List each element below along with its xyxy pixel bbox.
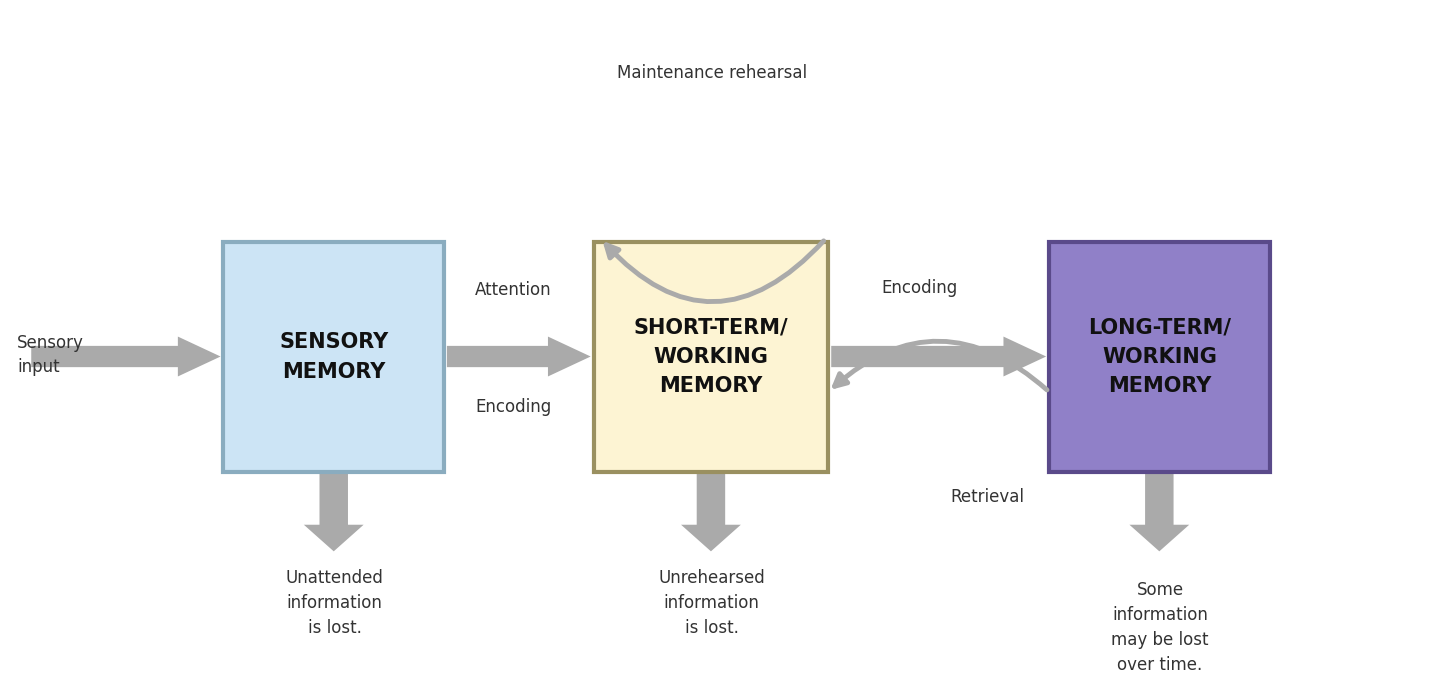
FancyBboxPatch shape [593,242,829,471]
Polygon shape [447,337,590,376]
Text: LONG-TERM/
WORKING
MEMORY: LONG-TERM/ WORKING MEMORY [1087,317,1230,396]
Text: Some
information
may be lost
over time.: Some information may be lost over time. [1112,582,1209,675]
Text: Unrehearsed
information
is lost.: Unrehearsed information is lost. [659,569,765,637]
Polygon shape [304,471,363,551]
Text: Attention: Attention [476,280,552,298]
Polygon shape [31,337,220,376]
Text: Encoding: Encoding [476,398,552,416]
Text: Encoding: Encoding [882,279,957,297]
Text: Maintenance rehearsal: Maintenance rehearsal [616,64,807,82]
FancyBboxPatch shape [223,242,444,471]
Text: Unattended
information
is lost.: Unattended information is lost. [286,569,383,637]
Polygon shape [832,337,1046,376]
Text: Retrieval: Retrieval [950,488,1025,506]
FancyBboxPatch shape [1049,242,1269,471]
Text: SHORT-TERM/
WORKING
MEMORY: SHORT-TERM/ WORKING MEMORY [633,317,789,396]
Polygon shape [682,471,740,551]
Polygon shape [1129,471,1189,551]
Text: Sensory
input: Sensory input [17,335,84,376]
Text: SENSORY
MEMORY: SENSORY MEMORY [279,332,389,382]
